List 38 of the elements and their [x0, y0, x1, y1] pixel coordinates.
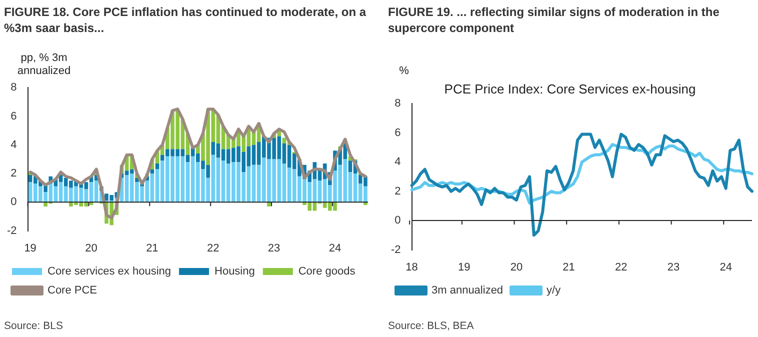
- legend-label: Housing: [214, 266, 255, 278]
- chart-title: FIGURE 18. Core PCE inflation has continued to moderate, on a %3m saar basis...: [4, 4, 368, 37]
- y-tick-label: -2: [391, 244, 401, 256]
- x-tick-label: 20: [510, 261, 523, 274]
- x-tick-label: 18: [406, 261, 418, 274]
- y-tick-label: 0: [394, 214, 401, 227]
- y-tick-label: 6: [394, 126, 401, 139]
- y-tick-label: 2: [10, 168, 17, 180]
- y-tick-label: -2: [7, 224, 17, 237]
- source-note: Source: BLS: [4, 320, 64, 332]
- x-tick-label: 23: [667, 261, 680, 274]
- legend-label: y/y: [546, 284, 562, 297]
- legend-label: Core services ex housing: [48, 266, 172, 278]
- y-axis-title: pp, % 3m annualized: [16, 52, 72, 78]
- y-tick-label: 4: [394, 156, 401, 168]
- y-tick-label: 4: [10, 138, 17, 151]
- x-tick-label: 19: [24, 242, 36, 254]
- x-tick-label: 22: [615, 261, 628, 274]
- legend-label: Core PCE: [48, 284, 98, 297]
- chart-title: FIGURE 19. ... reflecting similar signs of moderation in the supercore component: [388, 4, 720, 37]
- x-tick-label: 24: [720, 261, 732, 274]
- y-tick-label: 8: [394, 98, 401, 110]
- y-tick-label: 0: [10, 196, 17, 208]
- x-tick-label: 23: [268, 242, 280, 254]
- legend-label: 3m annualized: [432, 284, 504, 297]
- chart-subtitle: PCE Price Index: Core Services ex-housing: [444, 81, 696, 96]
- x-tick-label: 19: [458, 261, 470, 274]
- y-tick-label: 8: [10, 82, 17, 94]
- x-tick-label: 22: [207, 242, 220, 254]
- source-note: Source: BLS, BEA: [388, 320, 475, 332]
- x-tick-label: 21: [146, 242, 158, 254]
- y-axis-title: %: [398, 65, 410, 78]
- y-tick-label: 6: [10, 110, 17, 122]
- x-tick-label: 21: [562, 261, 575, 274]
- y-tick-label: 2: [394, 185, 401, 198]
- x-tick-label: 20: [85, 242, 98, 254]
- legend-label: Core goods: [298, 266, 356, 278]
- x-tick-label: 24: [328, 242, 342, 254]
